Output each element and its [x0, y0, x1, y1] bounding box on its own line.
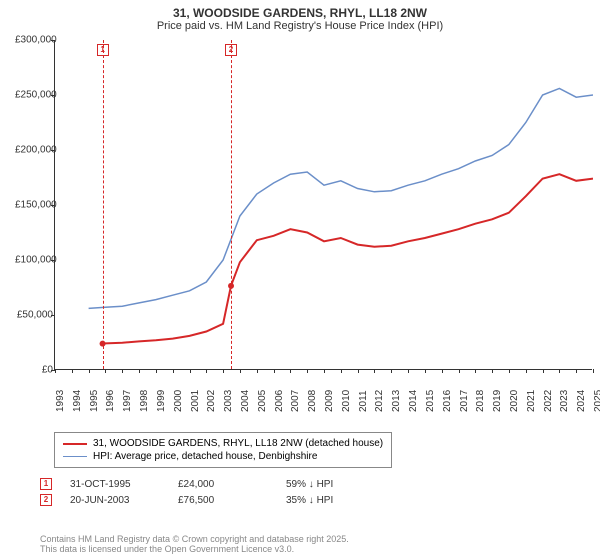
marker-label: 1 — [97, 44, 109, 56]
marker-line — [103, 40, 104, 369]
x-tick-label: 2000 — [173, 390, 184, 412]
x-tick-label: 2016 — [442, 390, 453, 412]
x-tick-label: 2001 — [190, 390, 201, 412]
annotation-row: 2 20-JUN-2003 £76,500 35% ↓ HPI — [40, 492, 376, 508]
x-tick-label: 2024 — [576, 390, 587, 412]
copyright-line: This data is licensed under the Open Gov… — [40, 544, 349, 554]
chart-lines — [55, 40, 593, 370]
x-tick-label: 1997 — [122, 390, 133, 412]
copyright-line: Contains HM Land Registry data © Crown c… — [40, 534, 349, 544]
copyright: Contains HM Land Registry data © Crown c… — [40, 534, 349, 554]
legend-label: 31, WOODSIDE GARDENS, RHYL, LL18 2NW (de… — [93, 438, 383, 449]
y-tick-label: £50,000 — [15, 310, 53, 321]
x-tick-label: 1998 — [139, 390, 150, 412]
y-tick-label: £250,000 — [15, 90, 53, 101]
legend-label: HPI: Average price, detached house, Denb… — [93, 451, 317, 462]
x-tick-label: 2002 — [206, 390, 217, 412]
x-tick-label: 1999 — [156, 390, 167, 412]
title-block: 31, WOODSIDE GARDENS, RHYL, LL18 2NW Pri… — [0, 0, 600, 34]
x-tick-label: 1996 — [105, 390, 116, 412]
plot-area: £0£50,000£100,000£150,000£200,000£250,00… — [54, 40, 592, 370]
legend-item: HPI: Average price, detached house, Denb… — [63, 450, 383, 463]
x-tick-label: 2004 — [240, 390, 251, 412]
x-tick-label: 2018 — [475, 390, 486, 412]
y-tick-label: £300,000 — [15, 35, 53, 46]
annotation-price: £24,000 — [178, 479, 268, 490]
legend-swatch — [63, 443, 87, 445]
x-tick-label: 2017 — [459, 390, 470, 412]
x-tick-label: 2013 — [391, 390, 402, 412]
x-tick-label: 2021 — [526, 390, 537, 412]
annotation-marker: 1 — [40, 478, 52, 490]
y-tick-label: £150,000 — [15, 200, 53, 211]
annotation-marker: 2 — [40, 494, 52, 506]
x-tick-label: 2019 — [492, 390, 503, 412]
x-tick-label: 2009 — [324, 390, 335, 412]
y-tick-label: £100,000 — [15, 255, 53, 266]
annotation-row: 1 31-OCT-1995 £24,000 59% ↓ HPI — [40, 476, 376, 492]
chart-subtitle: Price paid vs. HM Land Registry's House … — [0, 20, 600, 32]
series-line — [89, 88, 593, 308]
annotation-delta: 35% ↓ HPI — [286, 495, 376, 506]
x-tick-label: 2012 — [374, 390, 385, 412]
marker-label: 2 — [225, 44, 237, 56]
x-tick-label: 2022 — [543, 390, 554, 412]
annotation-date: 20-JUN-2003 — [70, 495, 160, 506]
legend: 31, WOODSIDE GARDENS, RHYL, LL18 2NW (de… — [54, 432, 392, 468]
x-tick-label: 2011 — [358, 390, 369, 412]
x-tick-label: 2007 — [290, 390, 301, 412]
x-tick-label: 1993 — [55, 390, 66, 412]
annotation-date: 31-OCT-1995 — [70, 479, 160, 490]
x-tick-label: 2010 — [341, 390, 352, 412]
legend-swatch — [63, 456, 87, 457]
x-tick-label: 1995 — [89, 390, 100, 412]
x-tick-label: 2006 — [274, 390, 285, 412]
x-tick-label: 2023 — [559, 390, 570, 412]
chart-container: 31, WOODSIDE GARDENS, RHYL, LL18 2NW Pri… — [0, 0, 600, 560]
legend-item: 31, WOODSIDE GARDENS, RHYL, LL18 2NW (de… — [63, 437, 383, 450]
annotations: 1 31-OCT-1995 £24,000 59% ↓ HPI 2 20-JUN-2003… — [40, 476, 376, 508]
annotation-delta: 59% ↓ HPI — [286, 479, 376, 490]
chart-title: 31, WOODSIDE GARDENS, RHYL, LL18 2NW — [0, 6, 600, 20]
marker-line — [231, 40, 232, 369]
x-tick-label: 2020 — [509, 390, 520, 412]
y-tick-label: £200,000 — [15, 145, 53, 156]
annotation-price: £76,500 — [178, 495, 268, 506]
x-tick-label: 2003 — [223, 390, 234, 412]
x-tick-label: 2014 — [408, 390, 419, 412]
x-tick-label: 2015 — [425, 390, 436, 412]
x-tick-label: 1994 — [72, 390, 83, 412]
y-tick-label: £0 — [15, 365, 53, 376]
x-tick-label: 2025 — [593, 390, 600, 412]
plot-wrap: £0 £50,000 £100,000 £150,000 £200,000 £250,00… — [16, 40, 592, 390]
x-tick-label: 2008 — [307, 390, 318, 412]
series-line — [103, 174, 593, 343]
x-tick-label: 2005 — [257, 390, 268, 412]
